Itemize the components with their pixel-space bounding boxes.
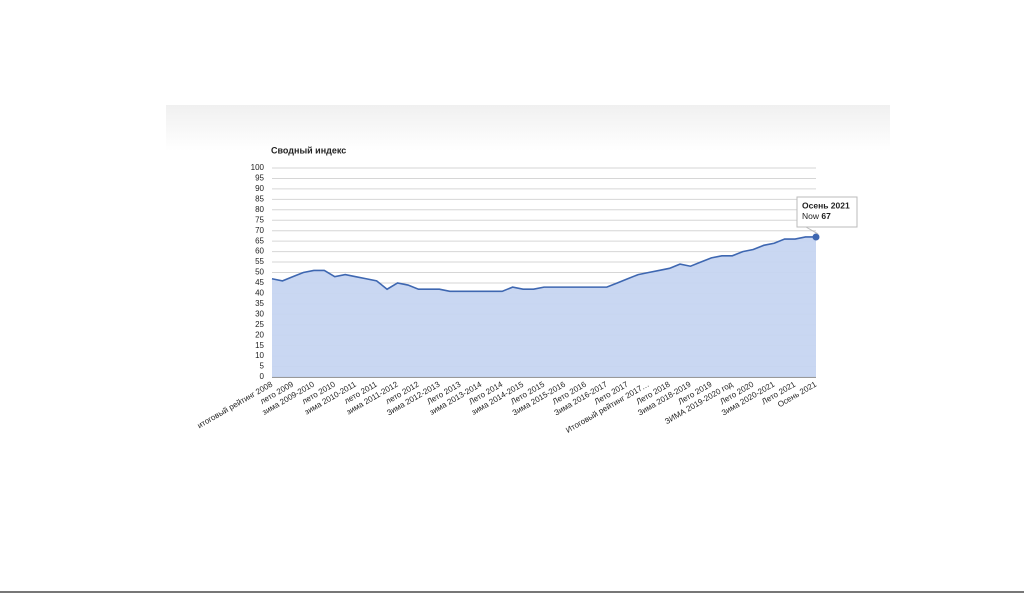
tooltip-pointer	[805, 226, 819, 235]
chart-title: Сводный индекс	[271, 145, 346, 155]
y-tick-label: 50	[255, 268, 264, 277]
tooltip-box	[796, 196, 858, 228]
y-tick-label: 20	[255, 330, 264, 339]
y-tick-label: 0	[260, 372, 265, 381]
tooltip: Осень 2021 Now 67	[796, 196, 858, 228]
area-fill	[272, 236, 816, 377]
y-tick-label: 80	[255, 205, 264, 214]
y-tick-label: 70	[255, 226, 264, 235]
y-tick-label: 85	[255, 194, 264, 203]
y-tick-label: 25	[255, 320, 264, 329]
tooltip-series: Now 67	[802, 211, 831, 221]
highlight-point	[812, 233, 820, 241]
y-tick-label: 40	[255, 289, 264, 298]
y-tick-label: 75	[255, 215, 264, 224]
y-tick-label: 10	[255, 351, 264, 360]
y-tick-label: 60	[255, 247, 264, 256]
tooltip-series-name: Now	[802, 211, 820, 221]
y-tick-label: 55	[255, 257, 264, 266]
tooltip-category: Осень 2021	[802, 200, 850, 210]
y-tick-label: 100	[251, 163, 265, 172]
area-line	[271, 236, 816, 293]
y-tick-label: 5	[260, 362, 265, 371]
y-tick-label: 45	[255, 278, 264, 287]
y-tick-label: 15	[255, 341, 264, 350]
y-tick-label: 30	[255, 309, 264, 318]
y-tick-label: 65	[255, 236, 264, 245]
y-tick-label: 95	[255, 174, 264, 183]
y-tick-label: 90	[255, 184, 264, 193]
y-tick-label: 35	[255, 299, 264, 308]
tooltip-value: 67	[821, 211, 831, 221]
